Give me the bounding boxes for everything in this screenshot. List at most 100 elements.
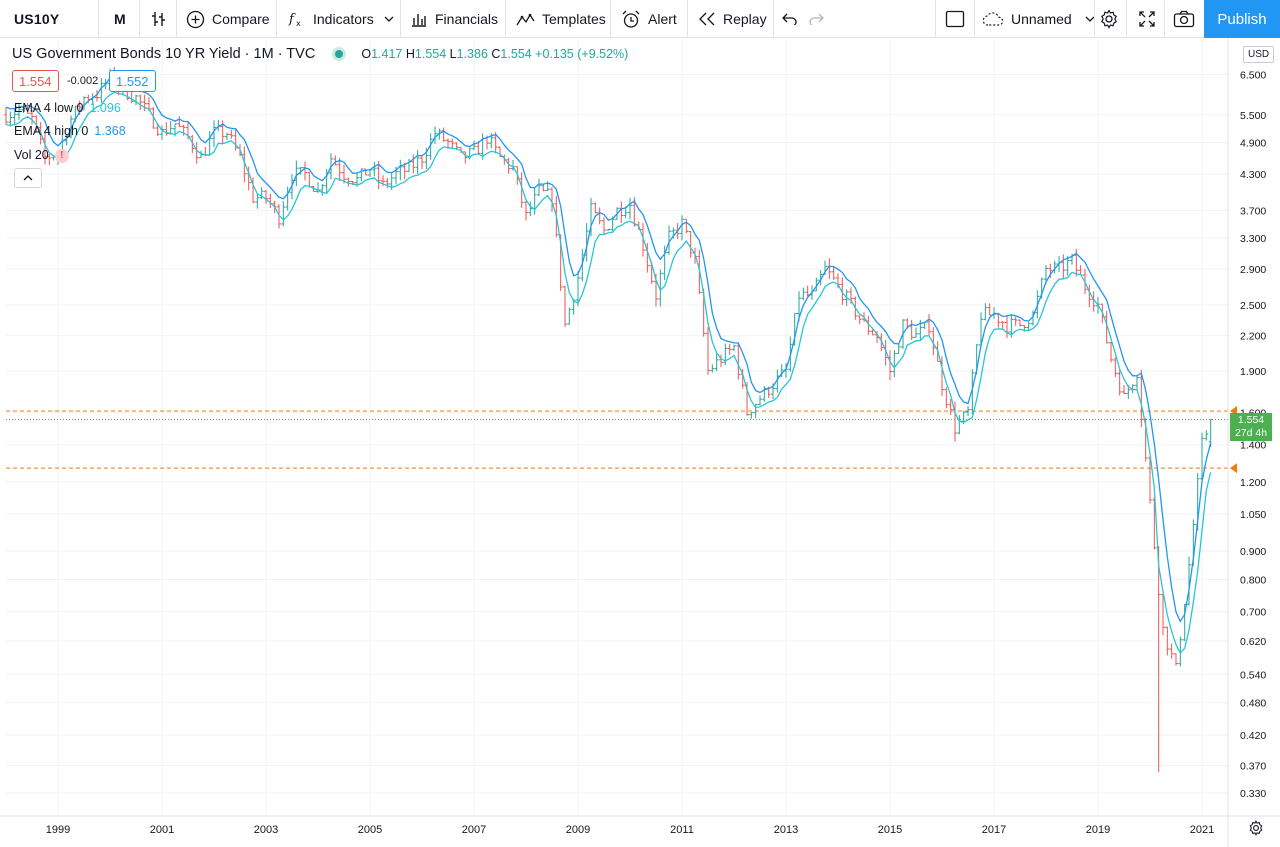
bar-style-button[interactable] xyxy=(150,0,168,38)
plus-circle-icon xyxy=(186,10,205,29)
last-price-label: 1.554 27d 4h xyxy=(1230,413,1272,442)
close-value: 1.554 xyxy=(500,47,532,61)
interval-button[interactable]: M xyxy=(114,0,126,38)
svg-text:x: x xyxy=(296,19,301,28)
undo-icon xyxy=(782,13,798,25)
indicators-dropdown-button[interactable] xyxy=(384,0,394,38)
x-tick-label: 2005 xyxy=(358,824,382,836)
camera-icon xyxy=(1173,10,1195,28)
replay-label: Replay xyxy=(723,11,767,27)
x-tick-label: 2001 xyxy=(150,824,174,836)
symbol-search-button[interactable]: US10Y xyxy=(14,0,59,38)
undo-button[interactable] xyxy=(782,0,798,38)
toolbar-divider xyxy=(687,0,688,38)
square-icon xyxy=(945,10,965,28)
open-key: O xyxy=(361,47,372,61)
chevron-up-icon xyxy=(23,169,33,187)
sell-price: 1.554 xyxy=(19,73,52,89)
collapse-legend-button[interactable] xyxy=(14,168,42,188)
financials-button[interactable]: Financials xyxy=(410,0,498,38)
ema-low-legend[interactable]: EMA 4 low 0 1.096 xyxy=(14,101,121,115)
y-tick-label: 2.900 xyxy=(1240,264,1266,276)
buy-price: 1.552 xyxy=(116,73,149,89)
price-chart[interactable]: 6.500 5.500 4.900 4.300 3.700 3.300 2.900 2.500… xyxy=(0,38,1280,847)
volume-legend[interactable]: Vol 20! xyxy=(14,148,69,163)
toolbar-divider xyxy=(610,0,611,38)
ema-high-legend[interactable]: EMA 4 high 0 1.368 xyxy=(14,124,126,138)
low-key: L xyxy=(449,47,457,61)
toolbar-divider xyxy=(400,0,401,38)
redo-button[interactable] xyxy=(808,0,824,38)
bar-countdown: 27d 4h xyxy=(1234,427,1268,440)
change-value: +0.135 (+9.52%) xyxy=(535,47,629,61)
settings-button[interactable] xyxy=(1099,0,1119,38)
y-tick-label: 0.480 xyxy=(1240,698,1266,710)
y-tick-label: 0.620 xyxy=(1240,636,1266,648)
bar-style-icon xyxy=(150,10,168,28)
x-tick-label: 1999 xyxy=(46,824,70,836)
level-marker-icon xyxy=(1230,405,1237,416)
y-tick-label: 0.330 xyxy=(1240,788,1266,800)
templates-icon xyxy=(516,10,535,28)
currency-badge[interactable]: USD xyxy=(1243,46,1275,63)
warning-icon[interactable]: ! xyxy=(54,148,69,163)
ohlc-bars xyxy=(4,67,1213,773)
y-tick-label: 1.900 xyxy=(1240,366,1266,378)
y-tick-label: 1.400 xyxy=(1240,440,1266,452)
fullscreen-icon xyxy=(1138,10,1156,28)
low-value: 1.386 xyxy=(456,47,488,61)
alert-label: Alert xyxy=(648,11,677,27)
y-tick-label: 0.800 xyxy=(1240,575,1266,587)
x-tick-label: 2017 xyxy=(982,824,1006,836)
publish-button[interactable]: Publish xyxy=(1204,0,1280,38)
sell-price-box[interactable]: 1.554 xyxy=(12,70,59,92)
templates-button[interactable]: Templates xyxy=(516,0,606,38)
x-tick-label: 2019 xyxy=(1086,824,1110,836)
y-tick-label: 0.540 xyxy=(1240,669,1266,681)
y-tick-label: 4.300 xyxy=(1240,169,1266,181)
level-marker-icon xyxy=(1230,463,1237,474)
ema-lines xyxy=(5,72,1212,655)
spread-value: -0.002 xyxy=(67,75,99,87)
alert-button[interactable]: Alert xyxy=(621,0,677,38)
y-tick-label: 0.420 xyxy=(1240,730,1266,742)
chart-axes: 6.500 5.500 4.900 4.300 3.700 3.300 2.900 2.500… xyxy=(0,38,1280,847)
indicators-label: Indicators xyxy=(313,11,374,27)
toolbar-divider xyxy=(773,0,774,38)
buy-price-box[interactable]: 1.552 xyxy=(109,70,156,92)
financials-icon xyxy=(410,10,428,28)
high-key: H xyxy=(405,47,415,61)
market-status-dot xyxy=(335,49,344,58)
y-tick-label: 3.700 xyxy=(1240,205,1266,217)
chart-area[interactable]: 6.500 5.500 4.900 4.300 3.700 3.300 2.900 2.500… xyxy=(0,38,1280,847)
x-tick-label: 2015 xyxy=(878,824,902,836)
fullscreen-button[interactable] xyxy=(1138,0,1156,38)
templates-label: Templates xyxy=(542,11,606,27)
layout-toggle-button[interactable] xyxy=(945,0,965,38)
toolbar-divider xyxy=(1164,0,1165,38)
y-tick-label: 2.500 xyxy=(1240,300,1266,312)
chevron-down-icon xyxy=(384,15,394,23)
gear-icon[interactable] xyxy=(1248,820,1264,841)
last-price-value: 1.554 xyxy=(1237,414,1265,427)
y-tick-label: 4.900 xyxy=(1240,138,1266,150)
replay-icon xyxy=(698,12,716,26)
volume-label: Vol 20 xyxy=(14,148,49,162)
snapshot-button[interactable] xyxy=(1173,0,1195,38)
financials-label: Financials xyxy=(435,11,499,27)
layout-name-button[interactable]: Unnamed xyxy=(982,0,1095,38)
ema-high-value: 1.368 xyxy=(94,124,126,138)
chevron-down-icon xyxy=(1085,15,1095,23)
y-tick-label: 0.370 xyxy=(1240,760,1266,772)
y-tick-label: 0.900 xyxy=(1240,546,1266,558)
toolbar-divider xyxy=(935,0,936,38)
y-tick-label: 3.300 xyxy=(1240,233,1266,245)
toolbar-divider xyxy=(139,0,140,38)
replay-button[interactable]: Replay xyxy=(698,0,767,38)
y-tick-label: 1.200 xyxy=(1240,477,1266,489)
gear-icon xyxy=(1099,9,1119,29)
compare-button[interactable]: Compare xyxy=(186,0,270,38)
x-tick-label: 2021 xyxy=(1190,824,1214,836)
